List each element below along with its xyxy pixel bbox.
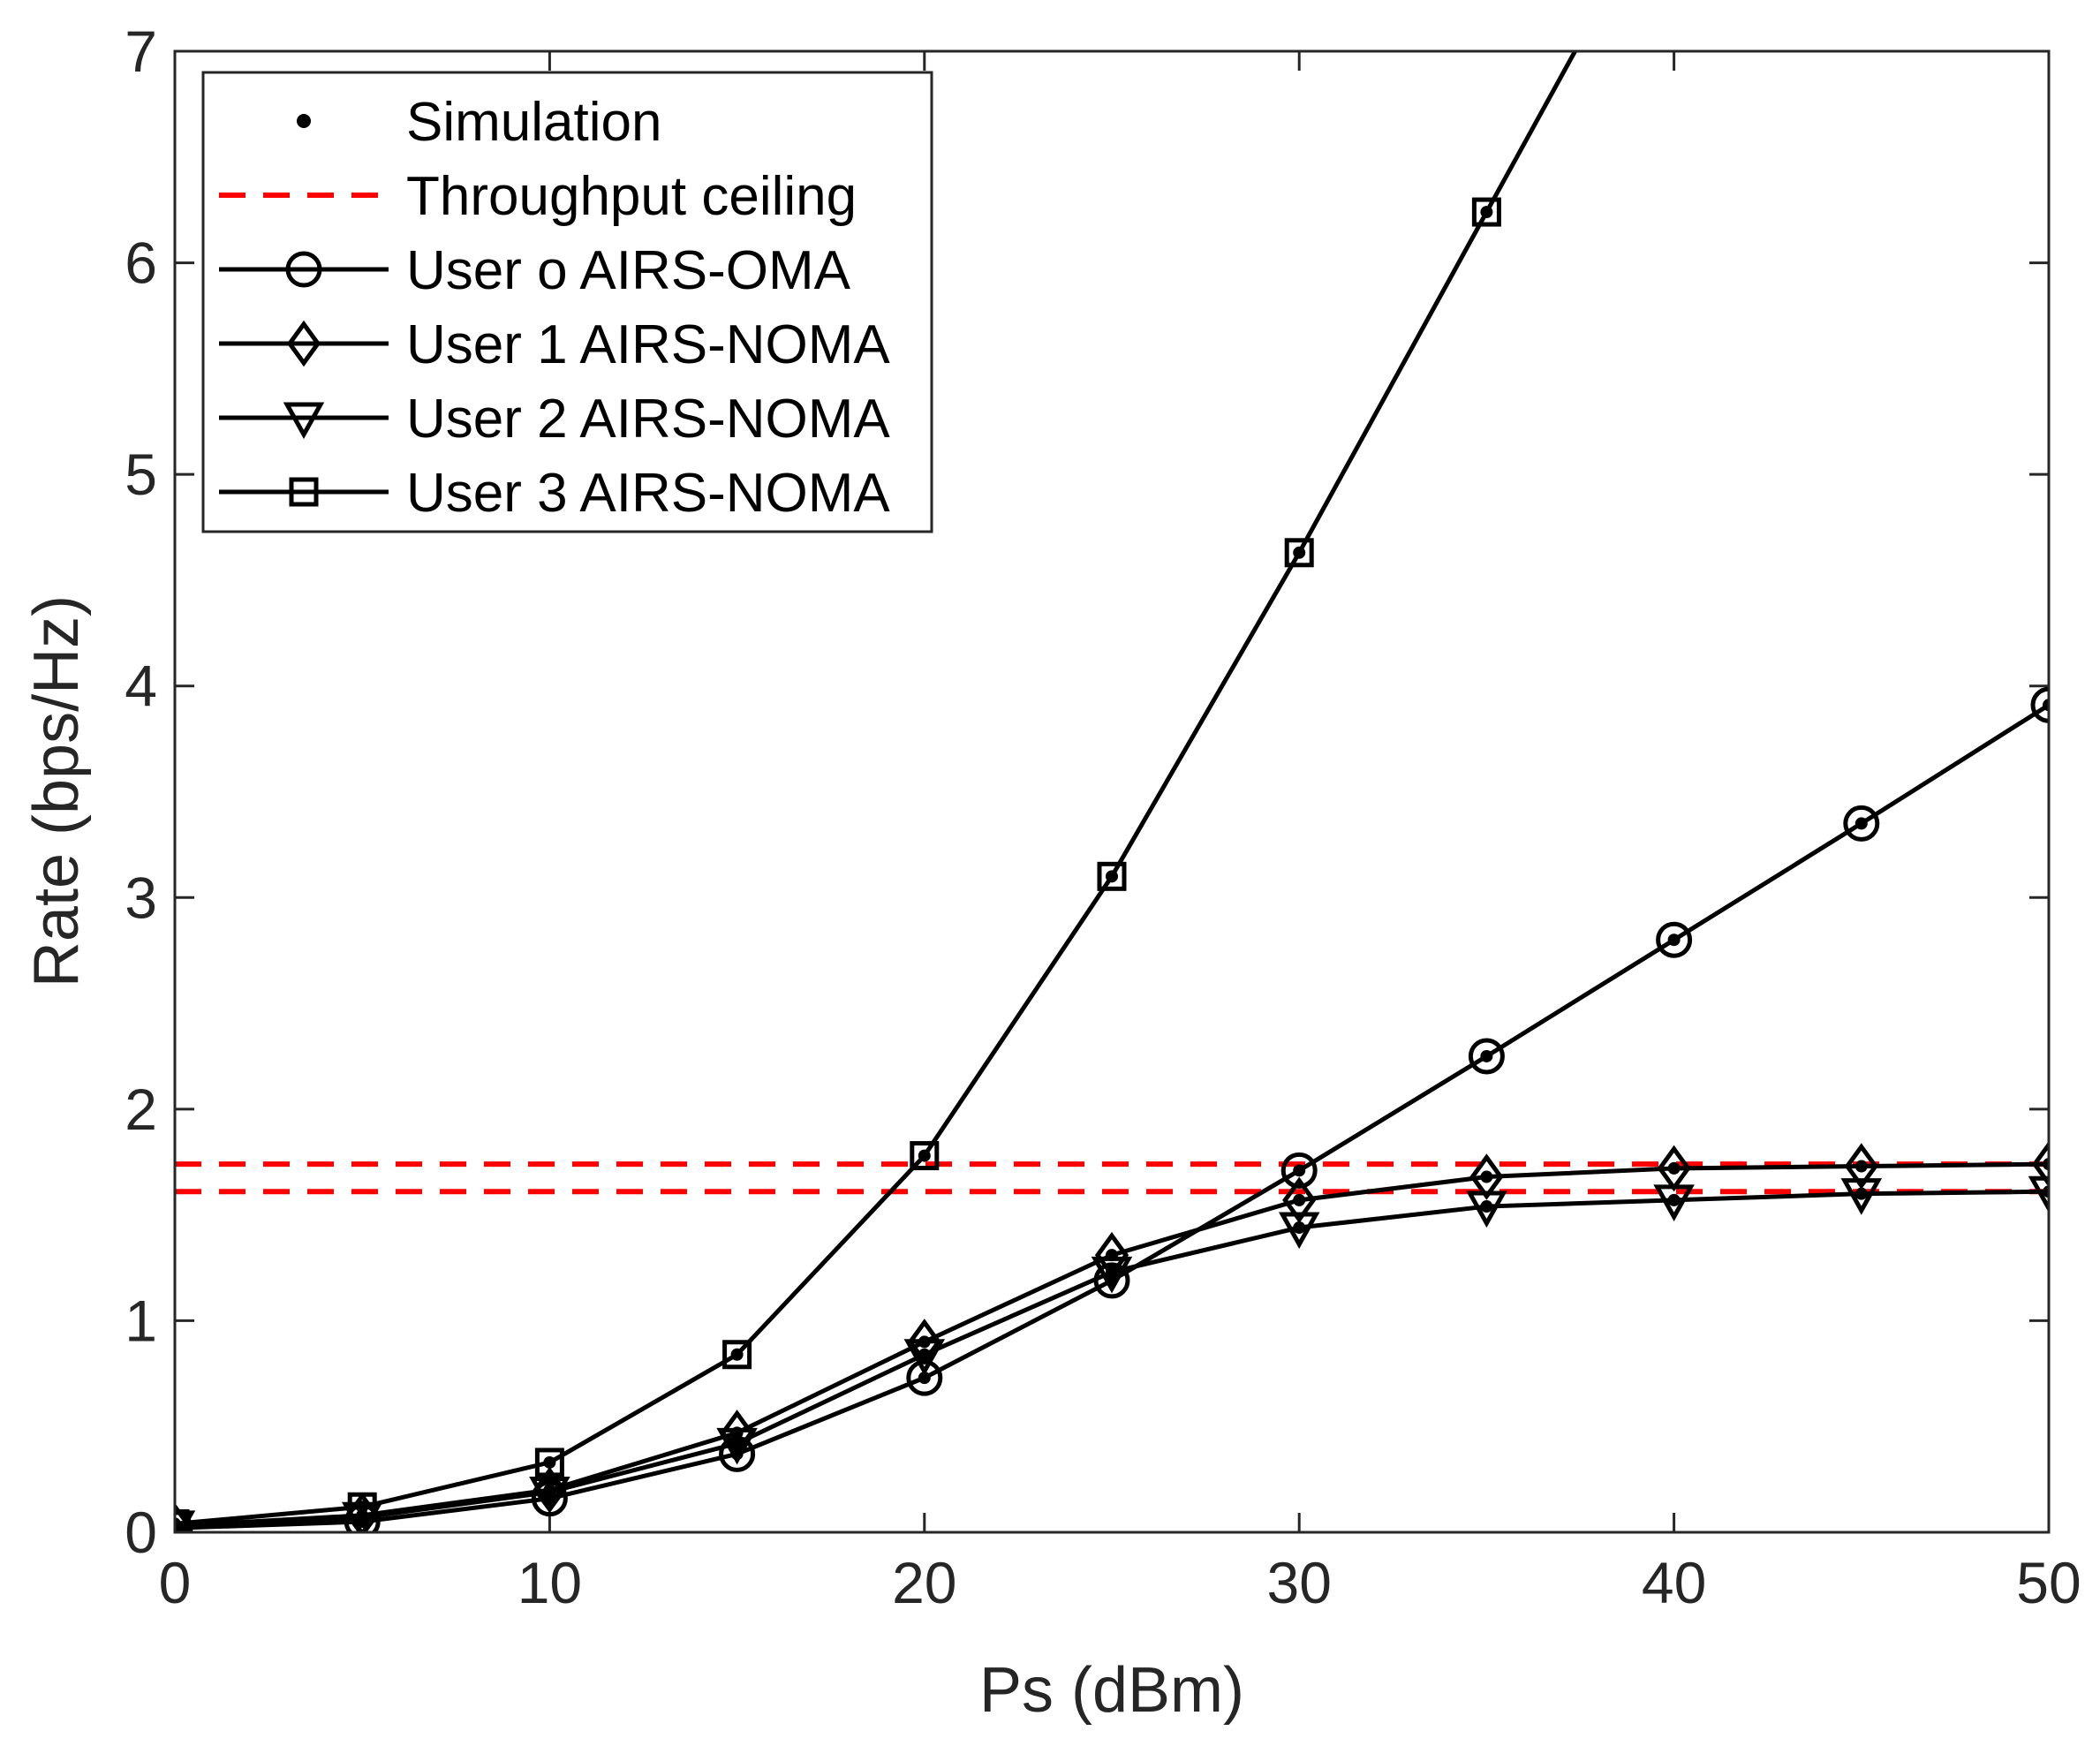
simulation-dot	[1106, 1266, 1118, 1279]
ceiling-layer	[175, 1161, 2049, 1195]
simulation-dot	[1106, 870, 1118, 883]
legend-label: User 3 AIRS-NOMA	[406, 463, 890, 524]
x-axis-label: Ps (dBm)	[979, 1655, 1244, 1726]
simulation-dot	[1480, 206, 1493, 219]
simulation-dot	[543, 1485, 556, 1499]
axis-tick-labels: 0 10 20 30 40 50 0 1 2 3 4 5 6 7	[125, 19, 2081, 1615]
simulation-dot	[1667, 933, 1681, 947]
simulation-dot	[918, 1149, 931, 1162]
simulation-dot	[1293, 1221, 1306, 1235]
simulation-dot	[356, 1500, 369, 1514]
y-tick-label: 1	[125, 1288, 157, 1353]
simulation-dot	[918, 1348, 931, 1361]
data-point-marker	[720, 1410, 754, 1456]
simulation-dot	[1854, 1160, 1868, 1173]
legend-symbol-marker	[289, 477, 319, 507]
data-point-marker	[2030, 686, 2049, 723]
simulation-dot	[1854, 817, 1868, 830]
x-tick-label: 30	[1266, 1550, 1331, 1615]
data-point-marker	[1471, 197, 1501, 227]
data-point-marker	[907, 1319, 941, 1365]
simulation-dot	[730, 1437, 744, 1450]
data-point-marker	[175, 1509, 193, 1532]
legend-symbol-marker	[285, 251, 322, 288]
data-point-marker	[534, 1447, 564, 1478]
y-axis-label: Rate (bps/Hz)	[21, 595, 92, 987]
data-point-marker	[1091, 1256, 1133, 1294]
y-tick-label: 6	[125, 231, 157, 296]
legend-symbol-dot	[297, 114, 311, 128]
data-point-marker	[910, 1141, 940, 1171]
legend-label: Simulation	[406, 92, 661, 153]
data-point-marker	[1840, 1178, 1883, 1215]
simulation-dot	[175, 1517, 181, 1531]
data-point-marker	[903, 1339, 946, 1376]
data-point-marker	[1844, 1143, 1878, 1190]
data-point-marker	[1280, 1152, 1318, 1189]
plot-area	[175, 51, 2049, 1532]
x-tick-label: 40	[1642, 1550, 1706, 1615]
plot-frame	[173, 49, 2051, 1534]
data-point-marker	[1466, 1190, 1507, 1228]
simulation-dot	[2043, 1158, 2049, 1171]
data-point-marker	[1282, 1176, 1317, 1224]
data-point-marker	[175, 1502, 193, 1532]
data-point-marker	[175, 1508, 190, 1532]
data-point-marker	[347, 1492, 377, 1522]
simulation-dot	[918, 1372, 931, 1385]
legend-label: User 1 AIRS-NOMA	[406, 314, 890, 375]
data-point-marker	[1468, 1038, 1505, 1075]
legend-label: Throughput ceiling	[406, 166, 857, 227]
data-point-marker	[1656, 921, 1693, 958]
simulation-dot	[2043, 1185, 2049, 1198]
simulation-dot	[543, 1455, 556, 1469]
y-tick-label: 7	[125, 19, 157, 84]
data-point-marker	[1097, 861, 1127, 891]
y-tick-label: 5	[125, 442, 157, 507]
y-tick-label: 0	[125, 1500, 157, 1565]
legend-label: User o AIRS-OMA	[406, 240, 851, 301]
simulation-dot	[2043, 699, 2049, 712]
legend-symbol-marker	[286, 320, 321, 367]
simulation-dot	[1667, 1193, 1681, 1206]
data-point-marker	[2028, 1175, 2049, 1213]
data-point-marker	[529, 1476, 570, 1514]
y-tick-label: 2	[125, 1077, 157, 1142]
simulation-dot	[1480, 1200, 1493, 1213]
legend-box	[201, 71, 933, 533]
data-point-marker	[175, 1510, 196, 1532]
data-point-marker	[531, 1480, 568, 1517]
simulation-dot	[1854, 1187, 1868, 1200]
legend-symbol-marker	[283, 402, 325, 440]
y-tick-label: 4	[125, 654, 157, 719]
x-tick-label: 50	[2016, 1550, 2081, 1615]
data-point-marker	[1278, 1212, 1320, 1250]
x-tick-label: 0	[159, 1550, 192, 1615]
data-point-marker	[2031, 1140, 2049, 1188]
data-point-marker	[722, 1340, 752, 1370]
x-tick-label: 20	[892, 1550, 956, 1615]
simulation-dot	[1293, 546, 1306, 559]
simulation-dot	[1480, 1049, 1493, 1062]
data-point-marker	[1284, 538, 1314, 568]
legend-label: User 2 AIRS-NOMA	[406, 389, 890, 450]
series-layer	[175, 51, 2049, 1532]
data-point-marker	[716, 1427, 758, 1465]
x-tick-label: 10	[517, 1550, 582, 1615]
simulation-dot	[1667, 1161, 1681, 1175]
data-point-marker	[1469, 1153, 1504, 1200]
simulation-dot	[1293, 1164, 1306, 1177]
data-point-marker	[1843, 805, 1880, 842]
simulation-dot	[1480, 1170, 1493, 1183]
data-point-marker	[1653, 1184, 1695, 1221]
y-tick-label: 3	[125, 865, 157, 930]
simulation-dot	[730, 1348, 744, 1361]
legend: Simulation Throughput ceiling User o AIRS-…	[201, 71, 933, 533]
simulation-dot	[1293, 1193, 1306, 1206]
